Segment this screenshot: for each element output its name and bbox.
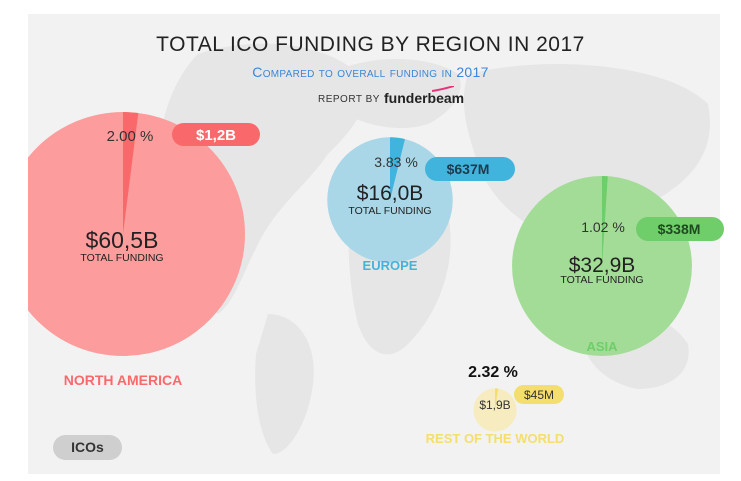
page-subtitle: Compared to overall funding in 2017 xyxy=(252,64,489,80)
europe-ico-share-label: 3.83 % xyxy=(374,154,418,170)
north-america-region-label: NORTH AMERICA xyxy=(64,372,182,388)
north-america-total-bubble xyxy=(28,112,245,356)
north-america-ico-slice xyxy=(123,112,139,234)
europe-total-caption: TOTAL FUNDING xyxy=(348,205,431,217)
north-america-total-caption: TOTAL FUNDING xyxy=(80,252,163,264)
north-america-ico-pill xyxy=(172,123,260,146)
europe-ico-amount-label: $637M xyxy=(447,161,490,177)
rest-of-the-world-region-label: REST OF THE WORLD xyxy=(426,431,565,446)
asia-total-value-label: $32,9B xyxy=(569,254,636,277)
rest-of-the-world-ico-slice xyxy=(495,388,499,410)
europe-region-label: EUROPE xyxy=(363,258,418,273)
legend-icos-pill: ICOs xyxy=(53,435,122,460)
asia-total-caption: TOTAL FUNDING xyxy=(560,274,643,286)
north-america-ico-amount-label: $1,2B xyxy=(196,127,236,144)
rest-of-the-world-total-value-label: $1,9B xyxy=(479,398,510,412)
region-rest-of-the-world: 2.32 % $45M $1,9B REST OF THE WORLD xyxy=(426,364,565,446)
rest-of-the-world-ico-share-label: 2.32 % xyxy=(468,364,518,381)
europe-total-value-label: $16,0B xyxy=(357,182,424,205)
rest-of-the-world-ico-pill xyxy=(514,385,564,404)
region-europe: 3.83 % $637M $16,0B TOTAL FUNDING EUROPE xyxy=(327,137,515,273)
europe-ico-pill xyxy=(425,157,515,181)
north-america-total-value-label: $60,5B xyxy=(86,227,159,253)
region-north-america: 2.00 % $1,2B $60,5B TOTAL FUNDING NORTH … xyxy=(28,112,260,388)
region-asia: 1.02 % $338M $32,9B TOTAL FUNDING ASIA xyxy=(512,176,724,356)
report-by-label: REPORT BY xyxy=(318,94,380,105)
asia-region-label: ASIA xyxy=(586,339,618,354)
asia-ico-share-label: 1.02 % xyxy=(581,219,625,235)
brand-swoosh-icon xyxy=(432,86,454,92)
page-title: TOTAL ICO FUNDING BY REGION IN 2017 xyxy=(156,33,585,56)
rest-of-the-world-ico-amount-label: $45M xyxy=(524,388,554,402)
asia-ico-slice xyxy=(602,176,608,266)
europe-ico-slice xyxy=(390,137,405,200)
brand-logo-text: funderbeam xyxy=(384,90,465,106)
asia-ico-amount-label: $338M xyxy=(658,221,701,237)
north-america-ico-share-label: 2.00 % xyxy=(107,128,154,145)
asia-ico-pill xyxy=(636,217,724,241)
